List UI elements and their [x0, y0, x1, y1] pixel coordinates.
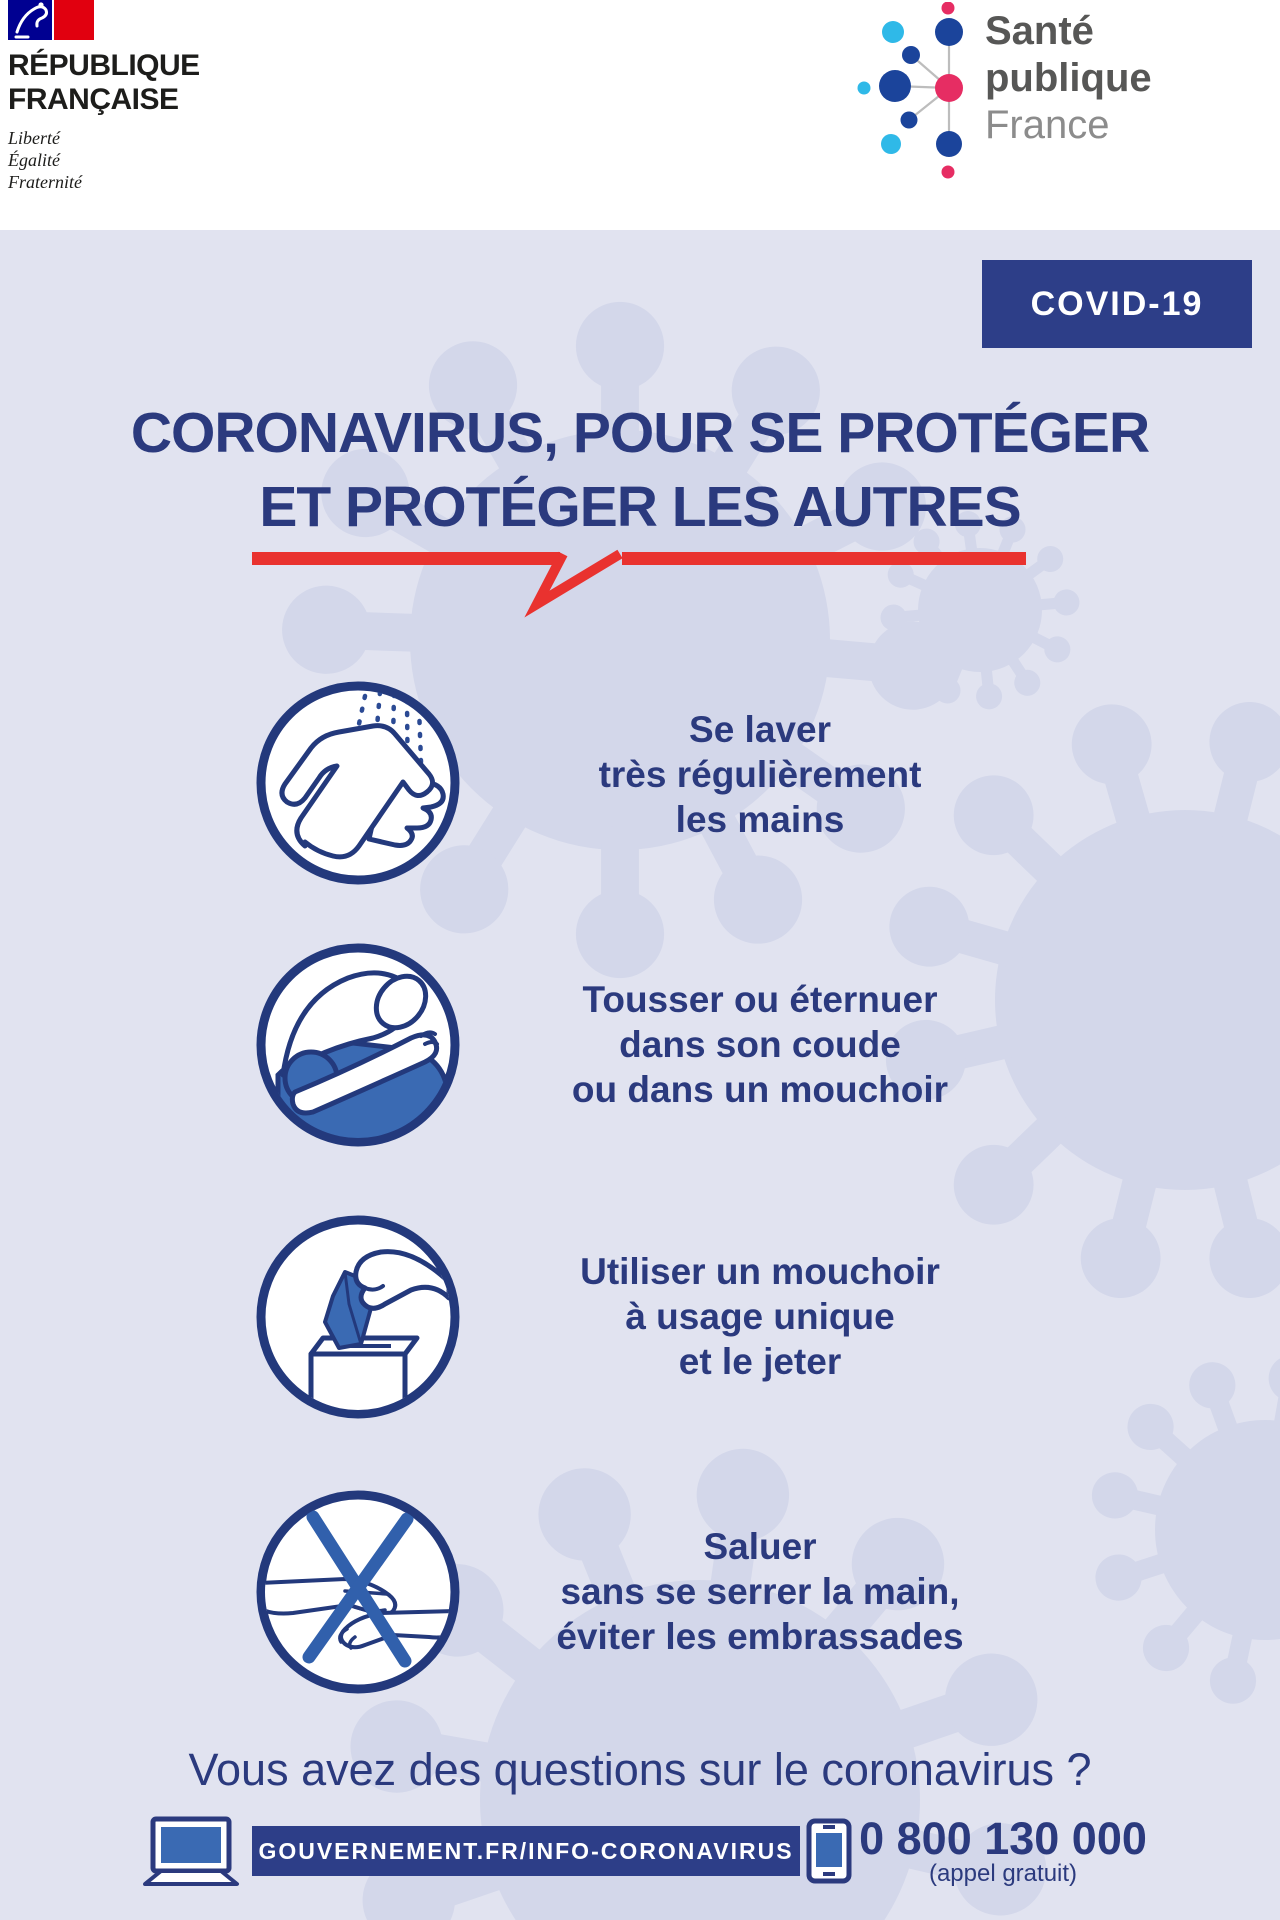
sante-publique-france-wordmark: Santé publique France [985, 9, 1152, 147]
republique-name: RÉPUBLIQUE FRANÇAISE [8, 49, 200, 116]
advice-text-no-handshake: Saluer sans se serrer la main, éviter le… [556, 1526, 964, 1657]
question-text: Vous avez des questions sur le coronavir… [188, 1744, 1092, 1795]
wash-hands-icon [256, 681, 460, 885]
laptop-icon [143, 1816, 239, 1886]
advice-text-tissue: Utiliser un mouchoir à usage unique et l… [580, 1251, 940, 1382]
red-speech-underline [252, 549, 1026, 618]
no-handshake-icon [256, 1490, 460, 1694]
advice-text-wash-hands: Se laver très régulièrement les mains [598, 709, 922, 840]
smartphone-icon [806, 1818, 852, 1884]
republique-francaise-logo: RÉPUBLIQUE FRANÇAISE Liberté Égalité Fra… [8, 0, 200, 193]
covid19-badge: COVID-19 [982, 260, 1252, 348]
cough-elbow-icon [256, 943, 460, 1147]
french-flag-icon [8, 0, 94, 40]
hotline-note: (appel gratuit) [928, 1860, 1078, 1887]
sante-publique-france-network-icon [857, 2, 963, 179]
header: RÉPUBLIQUE FRANÇAISE Liberté Égalité Fra… [0, 0, 1280, 230]
republique-motto: Liberté Égalité Fraternité [8, 128, 82, 192]
government-website-bar: GOUVERNEMENT.FR/INFO-CORONAVIRUS [252, 1826, 800, 1876]
hotline-number: 0 800 130 000 [859, 1813, 1147, 1864]
single-use-tissue-icon [256, 1215, 460, 1419]
advice-text-cough-elbow: Tousser ou éternuer dans son coude ou da… [571, 979, 949, 1110]
page-title: CORONAVIRUS, POUR SE PROTÉGER ET PROTÉGE… [130, 401, 1150, 539]
